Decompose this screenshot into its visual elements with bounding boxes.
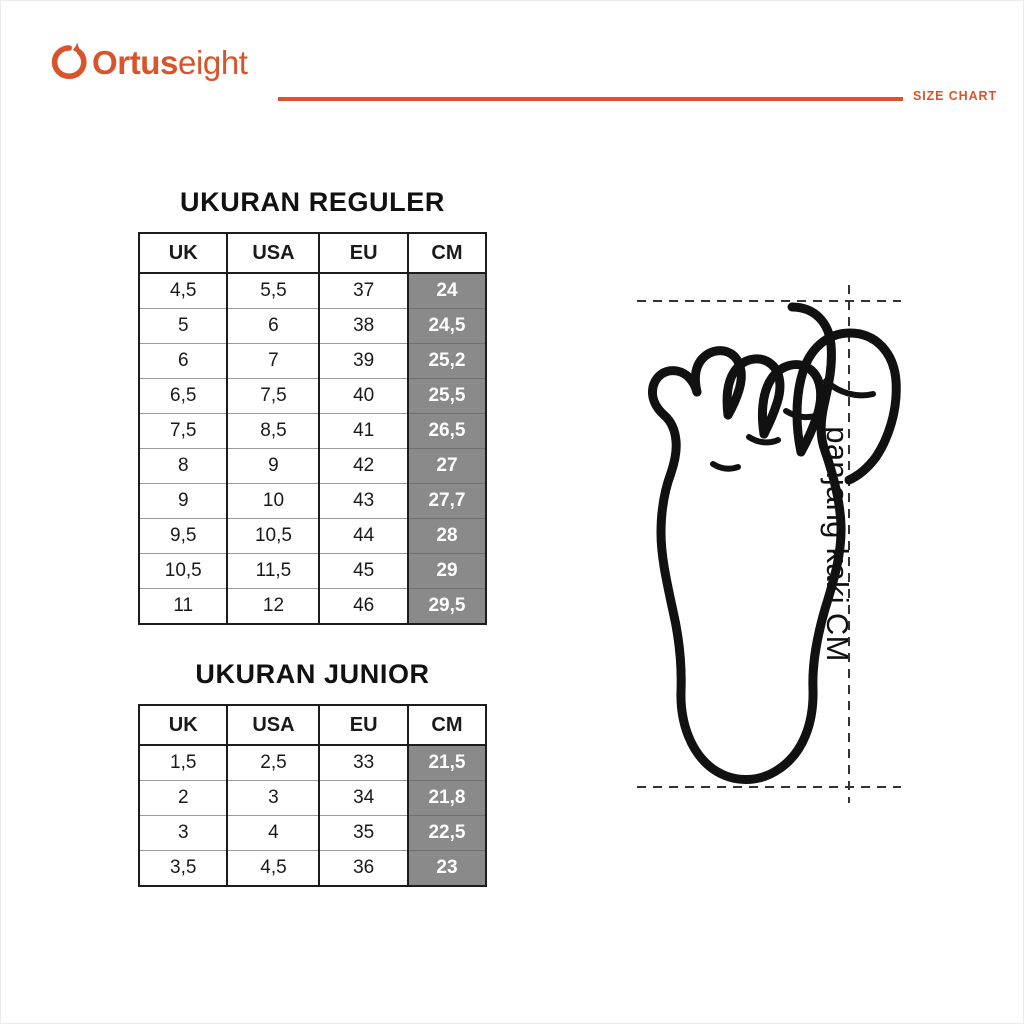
cell-cm: 26,5	[406, 413, 488, 449]
foot-measurement-diagram	[601, 271, 1001, 811]
foot-length-label: panjang kaki CM	[820, 426, 855, 662]
brand-logo: Ortuseight	[47, 37, 248, 85]
cell-usa: 10	[226, 483, 321, 519]
cell-eu: 46	[318, 588, 409, 625]
column-header-eu: EU	[318, 704, 409, 746]
cell-eu: 40	[318, 378, 409, 414]
cell-cm: 21,8	[406, 780, 488, 816]
regular-size-section: UKURAN REGULER UK USA EU CM 4,5 5,5 37 2…	[137, 187, 488, 625]
cell-cm: 25,2	[406, 343, 488, 379]
cell-eu: 43	[318, 483, 409, 519]
cell-eu: 34	[318, 780, 409, 816]
cell-cm: 25,5	[406, 378, 488, 414]
cell-eu: 41	[318, 413, 409, 449]
cell-usa: 4	[226, 815, 321, 851]
cell-uk: 10,5	[137, 553, 229, 589]
cell-cm: 23	[406, 850, 488, 887]
flame-circle-icon	[47, 39, 91, 83]
cell-usa: 8,5	[226, 413, 321, 449]
column-header-usa: USA	[226, 704, 321, 746]
cell-cm: 29,5	[406, 588, 488, 625]
cell-usa: 5,5	[226, 272, 321, 309]
table-row: 9,5 10,5 44 28	[137, 518, 488, 554]
cell-usa: 6	[226, 308, 321, 344]
cell-uk: 1,5	[137, 744, 229, 781]
cell-eu: 45	[318, 553, 409, 589]
column-header-cm: CM	[406, 704, 488, 746]
cell-usa: 11,5	[226, 553, 321, 589]
table-row: 6 7 39 25,2	[137, 343, 488, 379]
page-header: Ortuseight SIZE CHART	[1, 35, 1023, 103]
cell-uk: 8	[137, 448, 229, 484]
cell-uk: 3,5	[137, 850, 229, 887]
cell-cm: 27	[406, 448, 488, 484]
junior-size-section: UKURAN JUNIOR UK USA EU CM 1,5 2,5 33 21…	[137, 659, 488, 887]
column-header-cm: CM	[406, 232, 488, 274]
column-header-uk: UK	[137, 232, 229, 274]
table-row: 5 6 38 24,5	[137, 308, 488, 344]
cell-eu: 33	[318, 744, 409, 781]
column-header-eu: EU	[318, 232, 409, 274]
cell-cm: 22,5	[406, 815, 488, 851]
junior-table-title: UKURAN JUNIOR	[195, 659, 430, 689]
cell-eu: 44	[318, 518, 409, 554]
foot-sole-outline-icon	[648, 302, 901, 784]
cell-uk: 9,5	[137, 518, 229, 554]
cell-uk: 2	[137, 780, 229, 816]
table-row: 6,5 7,5 40 25,5	[137, 378, 488, 414]
cell-uk: 5	[137, 308, 229, 344]
cell-uk: 7,5	[137, 413, 229, 449]
cell-eu: 42	[318, 448, 409, 484]
table-row: 3 4 35 22,5	[137, 815, 488, 851]
cell-usa: 12	[226, 588, 321, 625]
cell-usa: 7	[226, 343, 321, 379]
cell-usa: 9	[226, 448, 321, 484]
cell-usa: 4,5	[226, 850, 321, 887]
cell-usa: 10,5	[226, 518, 321, 554]
table-row: 4,5 5,5 37 24	[137, 272, 488, 309]
table-header-row: UK USA EU CM	[137, 232, 488, 274]
table-row: 2 3 34 21,8	[137, 780, 488, 816]
cell-uk: 6,5	[137, 378, 229, 414]
brand-wordmark-secondary: eight	[178, 43, 248, 81]
table-row: 1,5 2,5 33 21,5	[137, 744, 488, 781]
size-chart-title: SIZE CHART	[913, 89, 997, 103]
cell-eu: 38	[318, 308, 409, 344]
cell-uk: 3	[137, 815, 229, 851]
cell-eu: 36	[318, 850, 409, 887]
regular-size-table: UK USA EU CM 4,5 5,5 37 24 5 6 38 24,5	[137, 232, 488, 625]
cell-uk: 11	[137, 588, 229, 625]
column-header-usa: USA	[226, 232, 321, 274]
brand-wordmark-primary: Ortus	[92, 43, 179, 81]
cell-cm: 24,5	[406, 308, 488, 344]
cell-usa: 3	[226, 780, 321, 816]
cell-uk: 6	[137, 343, 229, 379]
cell-cm: 21,5	[406, 744, 488, 781]
table-row: 9 10 43 27,7	[137, 483, 488, 519]
table-row: 3,5 4,5 36 23	[137, 850, 488, 887]
table-header-row: UK USA EU CM	[137, 704, 488, 746]
column-header-uk: UK	[137, 704, 229, 746]
table-row: 7,5 8,5 41 26,5	[137, 413, 488, 449]
table-row: 8 9 42 27	[137, 448, 488, 484]
cell-eu: 35	[318, 815, 409, 851]
table-row: 10,5 11,5 45 29	[137, 553, 488, 589]
brand-wordmark: Ortuseight	[92, 46, 248, 79]
cell-eu: 39	[318, 343, 409, 379]
cell-uk: 4,5	[137, 272, 229, 309]
junior-size-table: UK USA EU CM 1,5 2,5 33 21,5 2 3 34 21,8	[137, 704, 488, 887]
table-row: 11 12 46 29,5	[137, 588, 488, 625]
cell-uk: 9	[137, 483, 229, 519]
cell-cm: 24	[406, 272, 488, 309]
cell-usa: 7,5	[226, 378, 321, 414]
cell-usa: 2,5	[226, 744, 321, 781]
cell-cm: 29	[406, 553, 488, 589]
cell-eu: 37	[318, 272, 409, 309]
header-divider-rule	[278, 97, 903, 101]
cell-cm: 28	[406, 518, 488, 554]
regular-table-title: UKURAN REGULER	[180, 187, 445, 217]
cell-cm: 27,7	[406, 483, 488, 519]
